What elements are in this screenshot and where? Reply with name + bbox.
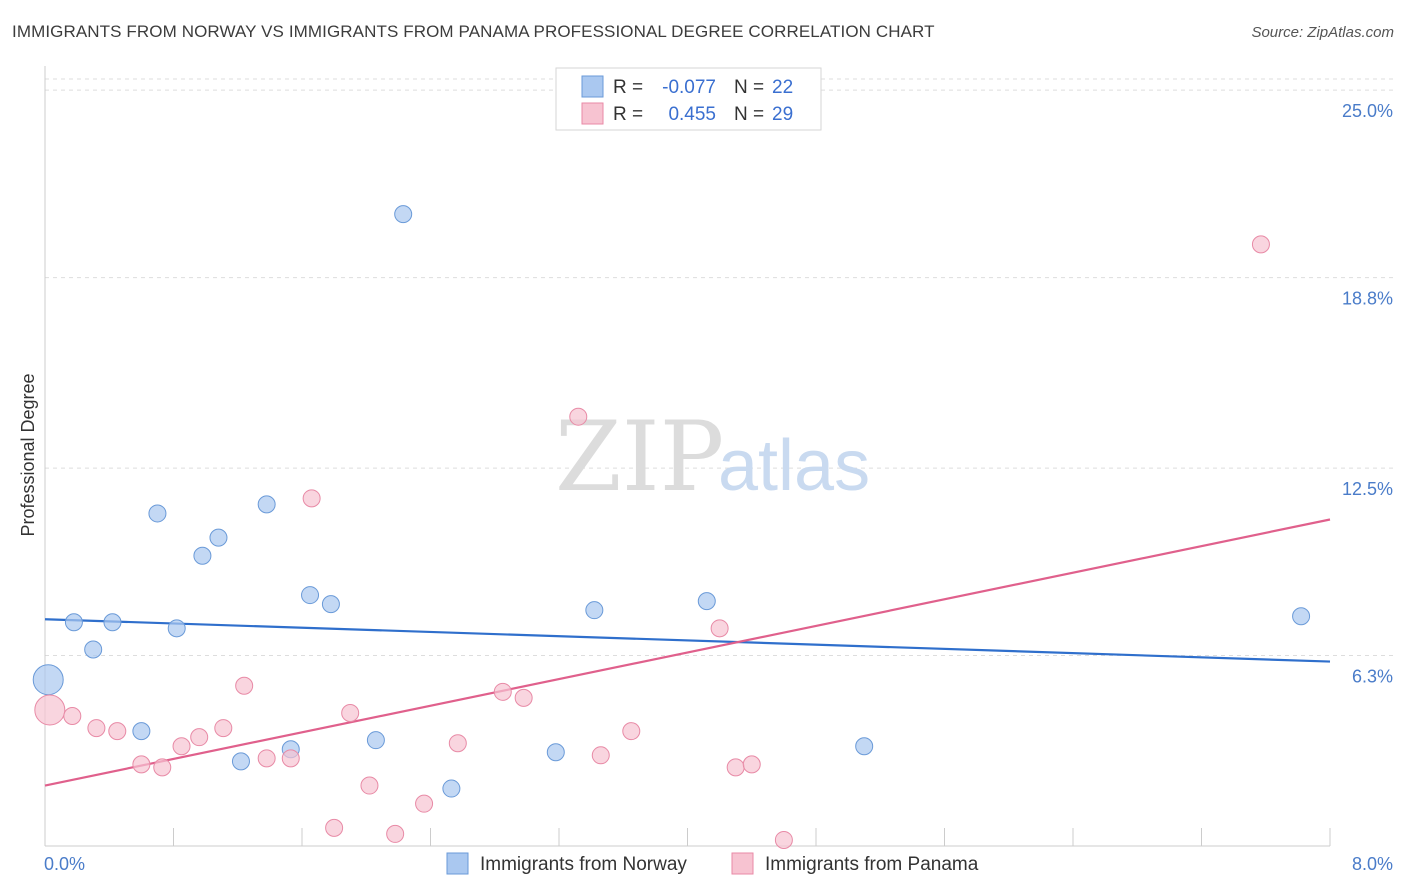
- norway-point: [442, 779, 461, 798]
- source-credit: Source: ZipAtlas.com: [1251, 24, 1394, 41]
- panama-point: [415, 794, 434, 813]
- norway-point: [103, 613, 122, 632]
- legend-label-norway: Immigrants from Norway: [480, 854, 687, 875]
- gridlines: [45, 78, 1395, 657]
- panama-point: [622, 722, 641, 741]
- norway-point: [193, 546, 212, 565]
- norway-point: [209, 528, 228, 547]
- panama-point: [214, 719, 233, 738]
- panama-point: [302, 489, 321, 508]
- trend-line-norway: [44, 618, 1331, 663]
- panama-point: [742, 755, 761, 774]
- panama-point: [726, 758, 745, 777]
- panama-point: [514, 688, 533, 707]
- panama-point: [108, 722, 127, 741]
- panama-point: [63, 707, 82, 725]
- x-tick-label-min: 0.0%: [44, 854, 85, 874]
- norway-point: [32, 664, 64, 696]
- legend-n-value-norway: 22: [772, 77, 793, 98]
- panama-point: [87, 719, 106, 738]
- norway-point: [148, 504, 167, 523]
- panama-point: [591, 746, 610, 765]
- panama-point: [34, 694, 66, 726]
- series-legend: Immigrants from Norway Immigrants from P…: [446, 852, 979, 875]
- y-tick-label: 25.0%: [1342, 101, 1393, 121]
- panama-point: [153, 758, 172, 777]
- norway-point: [84, 640, 103, 659]
- panama-point: [360, 776, 379, 795]
- norway-point: [585, 601, 604, 620]
- legend-swatch-norway: [446, 852, 469, 875]
- norway-point: [321, 595, 340, 614]
- panama-point: [386, 824, 405, 843]
- y-tick-labels: 6.3% 12.5% 18.8% 25.0%: [1342, 101, 1393, 686]
- legend-n-label-panama: N =: [734, 104, 764, 125]
- norway-point: [546, 743, 565, 762]
- legend-n-label-norway: N =: [734, 77, 764, 98]
- stats-legend: R = -0.077 N = 22 R = 0.455 N = 29: [555, 67, 822, 131]
- norway-point: [257, 495, 276, 514]
- watermark-atlas: atlas: [718, 426, 870, 506]
- norway-point: [366, 731, 385, 750]
- panama-point: [132, 755, 151, 774]
- panama-point: [341, 703, 360, 722]
- panama-point: [172, 737, 191, 756]
- panama-point: [257, 749, 276, 768]
- data-points: [32, 205, 1311, 849]
- panama-point: [774, 830, 793, 849]
- norway-point: [301, 586, 320, 605]
- legend-r-label-norway: R =: [613, 77, 643, 98]
- norway-point: [697, 592, 716, 611]
- panama-point: [493, 682, 512, 701]
- legend-n-value-panama: 29: [772, 104, 793, 125]
- trend-lines: [44, 518, 1331, 787]
- norway-point: [855, 737, 874, 756]
- norway-point: [394, 205, 413, 224]
- norway-point: [64, 613, 83, 632]
- legend-r-label-panama: R =: [613, 104, 643, 125]
- y-axis-title: Professional Degree: [18, 373, 38, 536]
- panama-point: [190, 728, 209, 747]
- panama-point: [710, 619, 729, 638]
- legend-swatch-panama: [731, 852, 754, 875]
- y-tick-label: 6.3%: [1352, 667, 1393, 687]
- y-tick-label: 18.8%: [1342, 289, 1393, 309]
- norway-point: [1292, 607, 1311, 626]
- panama-point: [1251, 235, 1270, 254]
- panama-point: [569, 407, 588, 426]
- norway-swatch: [581, 75, 604, 98]
- panama-point: [281, 749, 300, 768]
- panama-point: [448, 734, 467, 753]
- trend-line-panama: [44, 518, 1331, 787]
- chart-title: IMMIGRANTS FROM NORWAY VS IMMIGRANTS FRO…: [12, 22, 935, 41]
- legend-label-panama: Immigrants from Panama: [765, 854, 979, 875]
- x-tick-label-max: 8.0%: [1352, 854, 1393, 874]
- norway-point: [231, 752, 250, 771]
- legend-r-value-panama: 0.455: [668, 104, 716, 125]
- norway-point: [132, 722, 151, 741]
- legend-r-value-norway: -0.077: [662, 77, 716, 98]
- panama-swatch: [581, 102, 604, 125]
- norway-point: [167, 619, 186, 638]
- panama-point: [325, 818, 344, 837]
- panama-point: [235, 676, 254, 695]
- y-tick-label: 12.5%: [1342, 479, 1393, 499]
